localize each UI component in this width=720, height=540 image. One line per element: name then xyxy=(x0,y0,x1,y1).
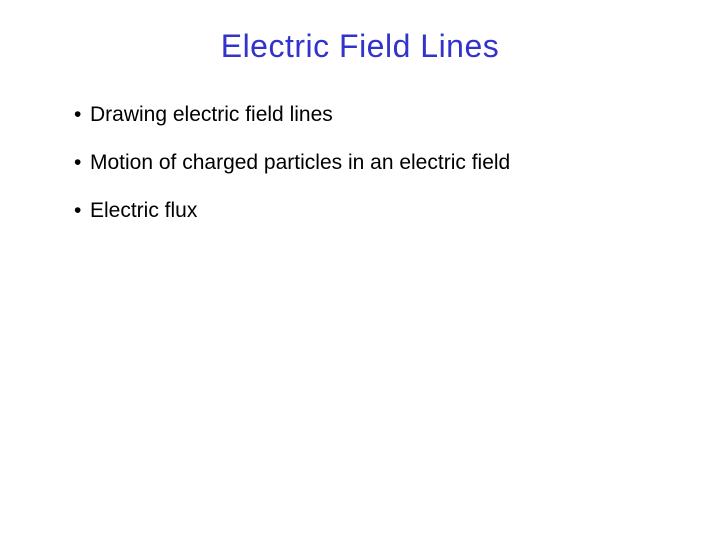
bullet-list: Drawing electric field lines Motion of c… xyxy=(0,103,720,223)
list-item: Drawing electric field lines xyxy=(74,103,720,127)
slide-title: Electric Field Lines xyxy=(0,0,720,65)
list-item: Electric flux xyxy=(74,199,720,223)
list-item: Motion of charged particles in an electr… xyxy=(74,151,720,175)
